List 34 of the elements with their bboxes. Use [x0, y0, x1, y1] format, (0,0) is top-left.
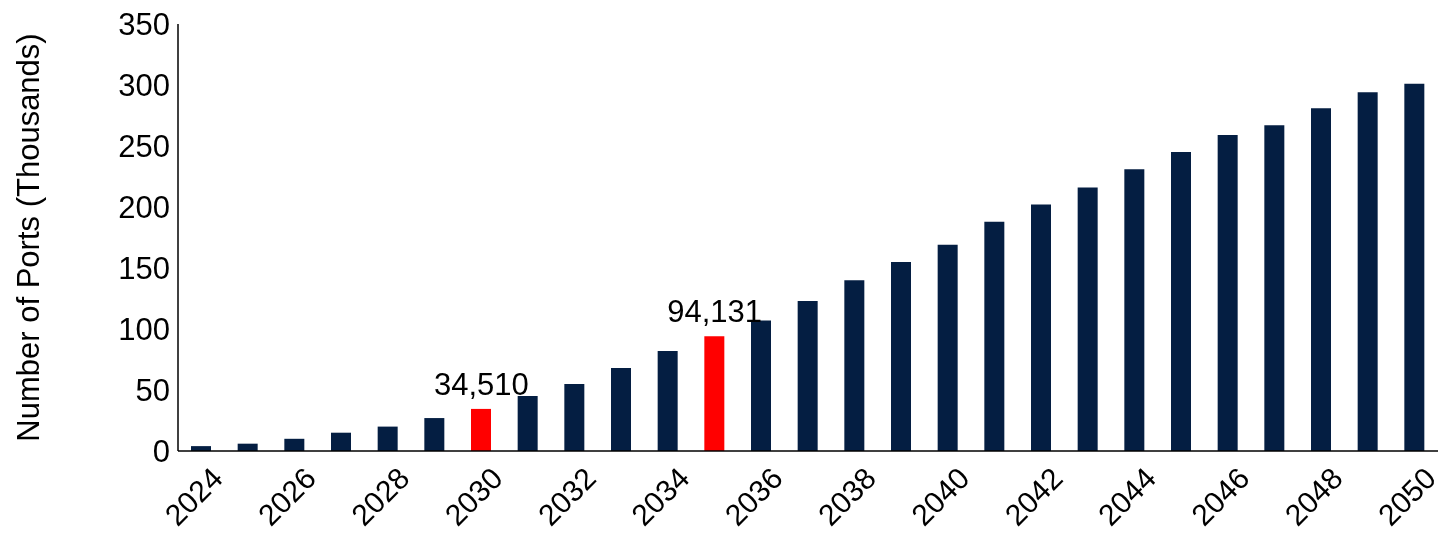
y-tick-label: 250 [118, 129, 170, 165]
bar [984, 221, 1005, 451]
y-tick-label: 0 [152, 434, 170, 470]
bar [564, 383, 585, 451]
bar [1311, 108, 1331, 451]
bar [424, 418, 445, 451]
bar [1031, 204, 1051, 451]
annotation: 94,131 [667, 294, 763, 330]
y-tick-label: 350 [118, 7, 170, 43]
y-tick-label: 50 [135, 373, 170, 409]
bar [797, 300, 818, 451]
bar [1171, 152, 1191, 451]
bar [1264, 125, 1285, 451]
y-tick-label: 300 [118, 68, 170, 103]
bar [471, 408, 491, 451]
bar [611, 368, 631, 451]
bar [891, 261, 911, 451]
bar [937, 244, 958, 451]
y-tick-label: 150 [118, 251, 170, 287]
bar [1404, 83, 1425, 451]
bar [377, 426, 398, 451]
annotation: 34,510 [433, 366, 529, 402]
y-axis-title: Number of Ports (Thousands) [11, 33, 47, 442]
bar [704, 336, 725, 451]
bar [284, 438, 305, 451]
bar [1124, 169, 1145, 451]
bar [844, 280, 865, 451]
bar [657, 350, 678, 451]
bar [1217, 135, 1238, 451]
bar [1357, 92, 1378, 451]
bar [331, 432, 351, 451]
y-tick-label: 100 [118, 312, 170, 348]
y-tick-label: 200 [118, 190, 170, 226]
bar [1077, 187, 1098, 451]
